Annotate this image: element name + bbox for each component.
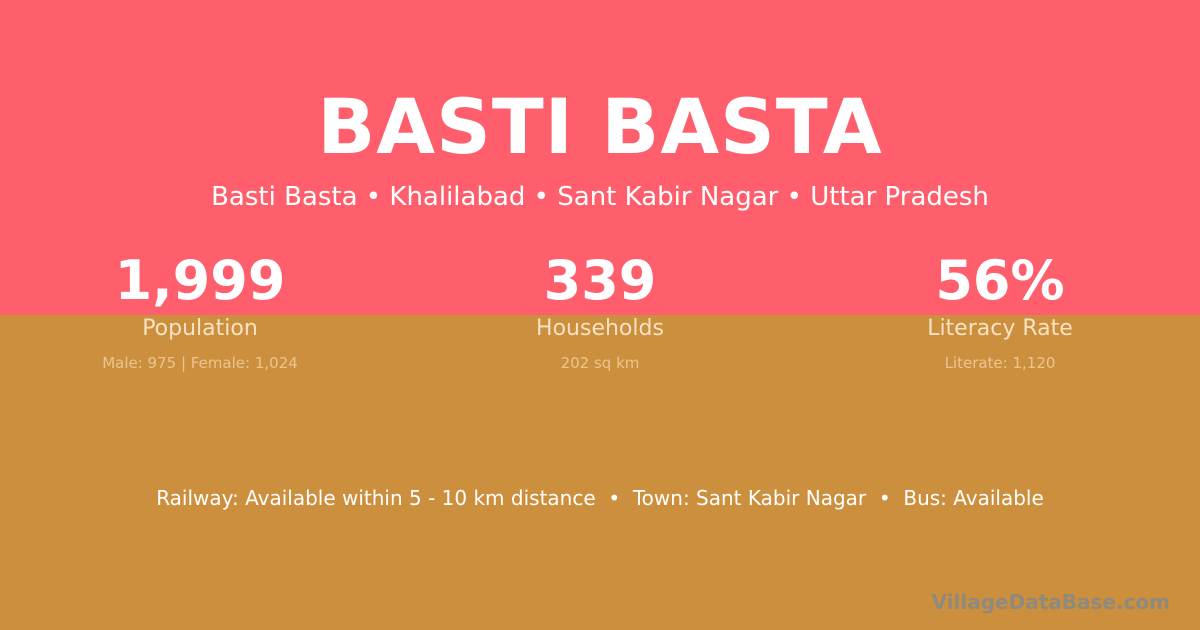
page-title: BASTI BASTA xyxy=(317,82,883,171)
stat-value: 1,999 xyxy=(114,249,286,312)
header-band xyxy=(0,0,1200,315)
stat-detail: Male: 975 | Female: 1,024 xyxy=(102,354,298,372)
stat-literacy: 56% Literacy Rate Literate: 1,120 xyxy=(800,248,1200,372)
facilities-line: Railway: Available within 5 - 10 km dist… xyxy=(156,486,1044,510)
stat-value: 339 xyxy=(543,249,657,312)
footer-band xyxy=(0,315,1200,630)
brand-watermark: VillageDataBase.com xyxy=(931,590,1170,614)
stat-label: Literacy Rate xyxy=(927,316,1073,341)
location-breadcrumb: Basti Basta • Khalilabad • Sant Kabir Na… xyxy=(211,182,989,212)
stat-value: 56% xyxy=(935,249,1065,312)
stat-population: 1,999 Population Male: 975 | Female: 1,0… xyxy=(0,248,400,372)
stat-label: Households xyxy=(536,316,664,341)
stat-detail: Literate: 1,120 xyxy=(944,354,1056,372)
stat-label: Population xyxy=(142,316,258,341)
stat-households: 339 Households 202 sq km xyxy=(400,248,800,372)
stat-detail: 202 sq km xyxy=(560,354,640,372)
